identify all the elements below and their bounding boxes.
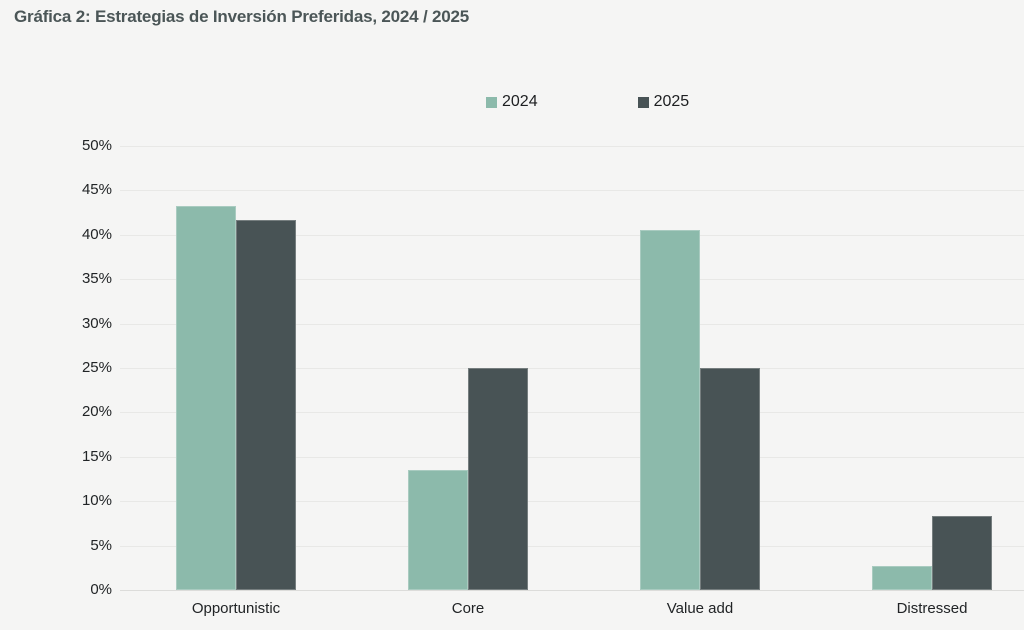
gridline-30% bbox=[120, 323, 1024, 325]
bar-2024-distressed bbox=[872, 566, 932, 590]
bottom-margin bbox=[0, 630, 1024, 643]
chart-title: Gráfica 2: Estrategias de Inversión Pref… bbox=[14, 7, 470, 26]
y-axis-tick-10%: 10% bbox=[81, 492, 112, 510]
legend-swatch-2025-icon bbox=[637, 96, 649, 108]
bar-group-distressed bbox=[816, 146, 1024, 590]
bar-2025-value-add bbox=[700, 368, 760, 590]
gridline-50% bbox=[120, 146, 1024, 147]
bar-group-core bbox=[352, 146, 584, 590]
gridline-15% bbox=[120, 456, 1024, 458]
legend-item-2024: 2024 bbox=[486, 93, 538, 111]
y-axis-tick-45%: 45% bbox=[81, 181, 112, 199]
gridline-35% bbox=[120, 279, 1024, 281]
y-axis-tick-40%: 40% bbox=[81, 225, 112, 243]
y-axis-tick-20%: 20% bbox=[81, 403, 112, 421]
y-axis-tick-50%: 50% bbox=[81, 137, 112, 154]
gridline-10% bbox=[120, 501, 1024, 503]
x-axis-label-distressed: Distressed bbox=[896, 600, 968, 617]
x-axis-label-value-add: Value add bbox=[666, 600, 734, 617]
gridline-20% bbox=[120, 412, 1024, 414]
gridline-0% bbox=[120, 590, 1024, 591]
gridline-40% bbox=[120, 234, 1024, 236]
y-axis-tick-35%: 35% bbox=[81, 270, 112, 288]
legend-swatch-2024-icon bbox=[486, 96, 497, 108]
bar-group-opportunistic bbox=[120, 146, 352, 590]
y-axis-tick-0%: 0% bbox=[90, 581, 112, 598]
bar-2025-distressed bbox=[932, 516, 992, 590]
legend: 2024 2025 bbox=[486, 93, 689, 111]
y-axis-tick-25%: 25% bbox=[81, 359, 112, 376]
bar-group-value-add bbox=[584, 146, 816, 590]
legend-label-2024: 2024 bbox=[502, 93, 538, 110]
y-axis-tick-30%: 30% bbox=[81, 314, 112, 332]
bar-2025-core bbox=[468, 368, 528, 590]
x-axis-label-opportunistic: Opportunistic bbox=[191, 600, 281, 617]
legend-item-2025: 2025 bbox=[637, 93, 690, 111]
y-axis-tick-15%: 15% bbox=[81, 447, 112, 465]
x-axis-label-core: Core bbox=[451, 600, 485, 617]
gridline-5% bbox=[120, 545, 1024, 547]
bar-2024-opportunistic bbox=[176, 206, 236, 590]
y-axis-tick-5%: 5% bbox=[90, 536, 112, 554]
bar-2024-core bbox=[408, 470, 468, 590]
gridline-45% bbox=[120, 190, 1024, 192]
bar-2025-opportunistic bbox=[236, 219, 296, 590]
bar-2024-value-add bbox=[640, 230, 700, 590]
gridline-25% bbox=[120, 368, 1024, 369]
legend-label-2025: 2025 bbox=[653, 93, 690, 110]
